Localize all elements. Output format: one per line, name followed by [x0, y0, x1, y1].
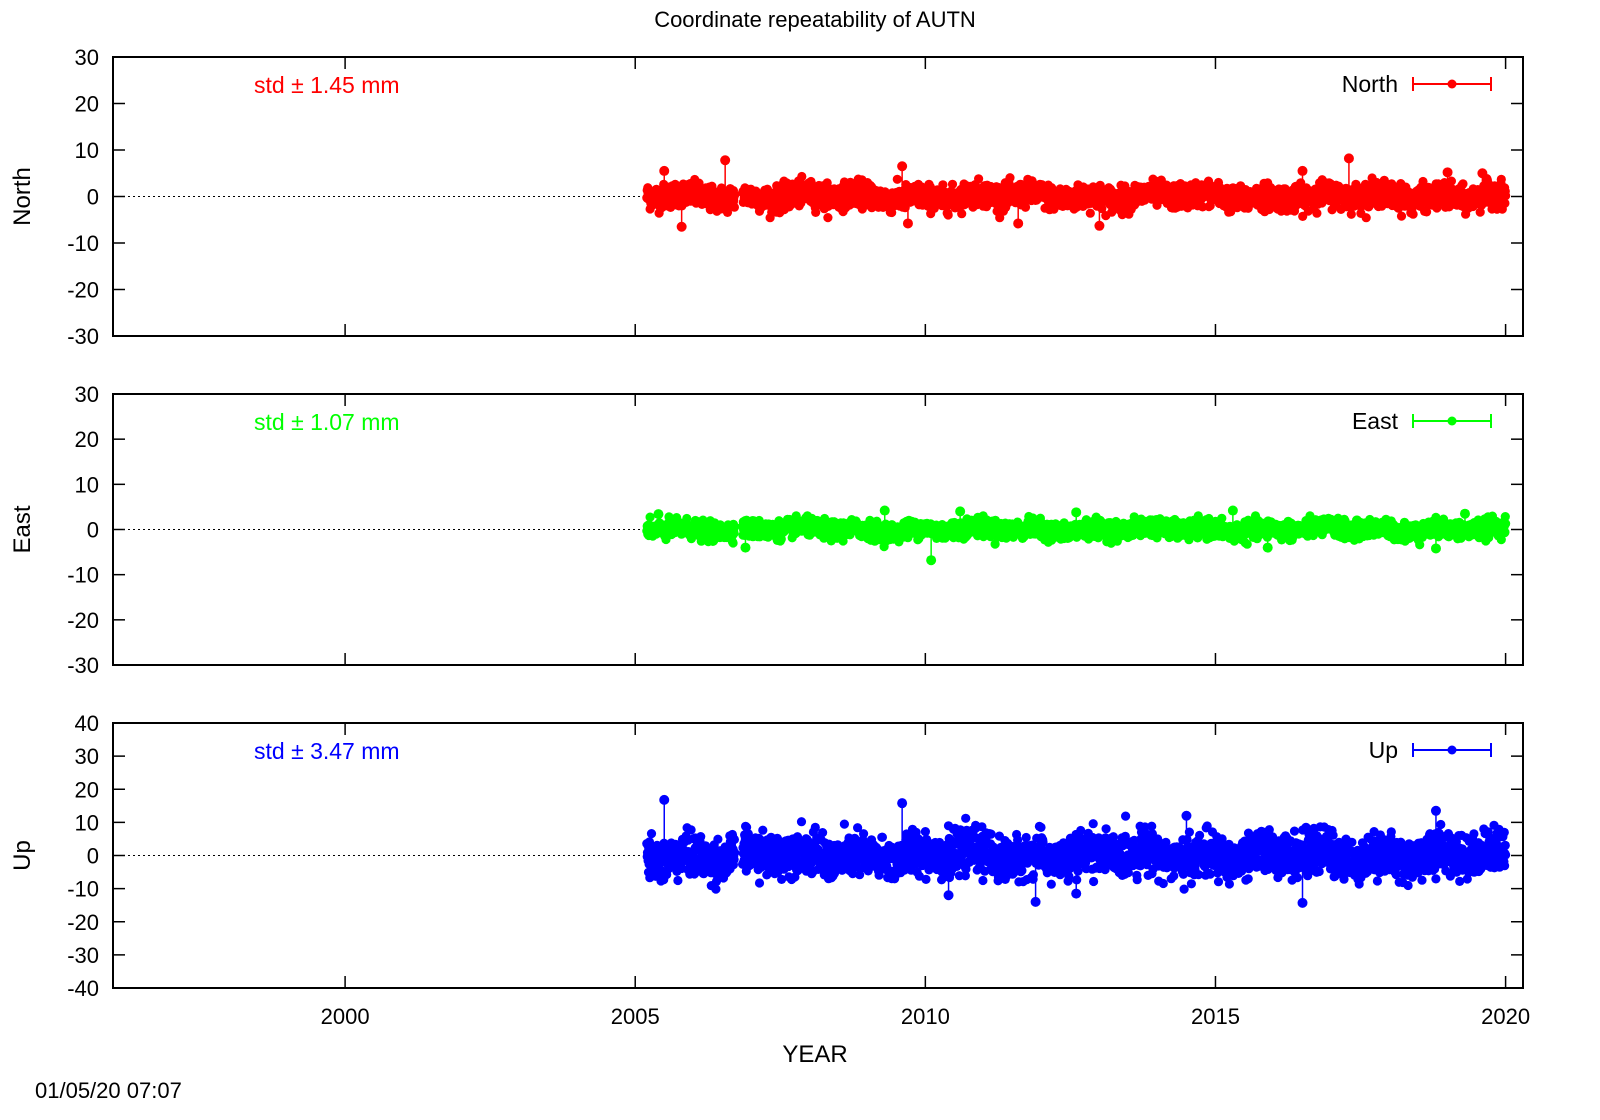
series-north [642, 153, 1511, 232]
data-point [938, 180, 948, 190]
legend-marker [1447, 79, 1457, 89]
y-tick-label: -10 [67, 563, 99, 588]
y-axis-label: East [9, 505, 36, 553]
data-point [645, 512, 655, 522]
spike-point [902, 218, 913, 229]
y-tick-label: -30 [67, 653, 99, 678]
data-point [892, 174, 902, 184]
data-point [729, 202, 740, 212]
spike-point [676, 221, 687, 232]
series-east [642, 505, 1511, 566]
y-tick-label: -20 [67, 608, 99, 633]
data-point [1005, 173, 1015, 183]
legend-label: East [1352, 408, 1399, 434]
data-point [1408, 209, 1418, 219]
legend-label: North [1342, 71, 1398, 97]
data-point [823, 213, 833, 223]
panel-north: 30 20 10 0 -10 -20 -30 North std ± 1.45 mm North [9, 45, 1524, 349]
panel-east: 30 20 10 0 -10 -20 -30 East std ± 1.07 mm East [9, 382, 1524, 678]
data-point [1418, 176, 1428, 187]
spike-point [1477, 168, 1488, 179]
data-point [728, 538, 738, 548]
data-point [811, 207, 821, 217]
y-tick-label: 0 [87, 518, 99, 543]
spike-point [659, 165, 670, 176]
y-tick-label: 30 [75, 382, 99, 407]
data-point [1422, 207, 1432, 217]
data-point [1458, 179, 1468, 189]
y-axis-label: North [9, 167, 36, 226]
y-tick-label: -20 [67, 278, 99, 303]
spike-point [1094, 220, 1105, 231]
data-point [1020, 202, 1031, 212]
data-point [1226, 207, 1236, 217]
data-point [730, 522, 740, 532]
data-point [730, 190, 740, 200]
legend-marker [1447, 416, 1457, 426]
data-point [1396, 211, 1407, 221]
data-point [1312, 208, 1322, 218]
y-tick-label: -30 [67, 324, 99, 349]
spike-point [897, 161, 908, 172]
y-tick-label: 10 [75, 138, 99, 163]
y-tick-label: -10 [67, 231, 99, 256]
spike-point [1343, 153, 1354, 164]
y-tick-label: 20 [75, 427, 99, 452]
chart-title: Coordinate repeatability of AUTN [654, 7, 976, 32]
y-tick-label: 10 [75, 472, 99, 497]
std-label: std ± 1.45 mm [254, 72, 400, 98]
data-point [1085, 208, 1095, 218]
spike-point [1013, 218, 1024, 229]
data-point [1446, 176, 1456, 186]
data-point [943, 210, 953, 220]
data-point [947, 179, 958, 189]
data-point [797, 171, 807, 182]
data-point [1475, 207, 1485, 217]
spike-point [1442, 167, 1453, 178]
spike-point [720, 155, 731, 166]
data-point [1501, 191, 1511, 201]
y-tick-label: 20 [75, 92, 99, 117]
data-point [1500, 198, 1510, 208]
data-point [682, 513, 692, 524]
data-point [957, 209, 967, 219]
y-tick-label: 30 [75, 45, 99, 70]
data-point [1217, 513, 1227, 523]
data-point [974, 174, 984, 184]
spike-point [1297, 165, 1308, 176]
std-label: std ± 1.07 mm [254, 409, 400, 435]
y-tick-label: 0 [87, 185, 99, 210]
data-point [1496, 174, 1506, 184]
data-point [1361, 213, 1371, 223]
data-point [1346, 209, 1356, 219]
